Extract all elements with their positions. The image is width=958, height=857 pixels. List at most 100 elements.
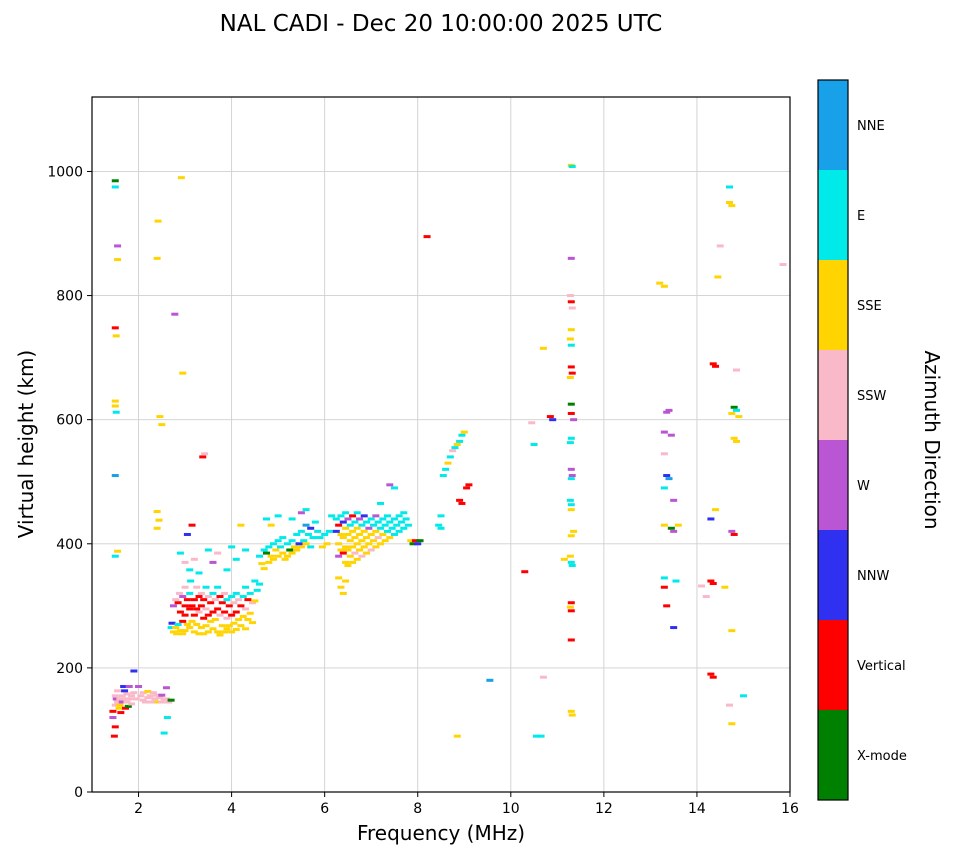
data-point bbox=[283, 554, 291, 558]
data-point bbox=[714, 275, 722, 279]
data-point bbox=[235, 617, 243, 621]
data-point bbox=[439, 474, 447, 478]
data-point bbox=[225, 604, 233, 608]
data-point bbox=[335, 542, 343, 546]
data-point bbox=[566, 498, 574, 502]
data-point bbox=[290, 545, 298, 549]
data-point bbox=[111, 404, 119, 408]
data-point bbox=[232, 557, 240, 561]
data-point bbox=[381, 539, 389, 543]
data-point bbox=[707, 672, 715, 676]
data-point bbox=[309, 536, 317, 540]
data-point bbox=[204, 548, 212, 552]
data-point bbox=[568, 713, 576, 717]
data-point bbox=[726, 703, 734, 707]
data-point bbox=[246, 591, 254, 595]
data-point bbox=[344, 548, 352, 552]
data-point bbox=[342, 526, 350, 530]
data-point bbox=[286, 548, 294, 552]
data-point bbox=[122, 706, 130, 710]
data-point bbox=[442, 467, 450, 471]
colorbar-segment-ssw bbox=[818, 350, 848, 440]
data-point bbox=[567, 343, 575, 347]
data-point bbox=[256, 582, 264, 586]
data-point bbox=[207, 601, 215, 605]
data-point bbox=[186, 607, 194, 611]
data-point bbox=[167, 626, 175, 630]
data-point bbox=[156, 415, 164, 419]
data-point bbox=[118, 700, 126, 704]
data-point bbox=[365, 526, 373, 530]
data-point bbox=[567, 709, 575, 713]
data-point bbox=[732, 368, 740, 372]
data-point bbox=[114, 244, 122, 248]
colorbar-tick-label: SSE bbox=[857, 299, 882, 314]
data-point bbox=[414, 542, 422, 546]
data-point bbox=[568, 564, 576, 568]
data-point bbox=[351, 536, 359, 540]
data-point bbox=[195, 595, 203, 599]
data-point bbox=[172, 598, 180, 602]
data-point bbox=[242, 607, 250, 611]
data-point bbox=[660, 585, 668, 589]
data-point bbox=[179, 632, 187, 636]
x-axis-label: Frequency (MHz) bbox=[356, 821, 526, 845]
data-point bbox=[567, 638, 575, 642]
data-point bbox=[114, 689, 122, 693]
data-point bbox=[663, 474, 671, 478]
data-point bbox=[660, 284, 668, 288]
data-point bbox=[128, 694, 136, 698]
data-point bbox=[149, 691, 157, 695]
data-point bbox=[374, 536, 382, 540]
data-point bbox=[363, 520, 371, 524]
colorbar-segment-nnw bbox=[818, 530, 848, 620]
data-point bbox=[193, 622, 201, 626]
y-tick-label: 1000 bbox=[47, 164, 83, 180]
data-point bbox=[372, 514, 380, 518]
data-point bbox=[214, 630, 222, 634]
data-point bbox=[332, 517, 340, 521]
data-point bbox=[388, 526, 396, 530]
colorbar-tick-label: Vertical bbox=[857, 659, 906, 674]
data-point bbox=[121, 697, 129, 701]
data-point bbox=[216, 613, 224, 617]
data-point bbox=[111, 725, 119, 729]
colorbar-tick-label: NNW bbox=[857, 569, 889, 584]
data-point bbox=[411, 539, 419, 543]
data-point bbox=[363, 536, 371, 540]
data-point bbox=[423, 235, 431, 239]
data-point bbox=[402, 517, 410, 521]
data-point bbox=[393, 523, 401, 527]
data-point bbox=[453, 443, 461, 446]
data-point bbox=[360, 529, 368, 533]
data-point bbox=[386, 483, 394, 487]
data-point bbox=[449, 449, 457, 453]
x-tick-label: 2 bbox=[134, 801, 143, 817]
data-point bbox=[197, 604, 205, 608]
data-point bbox=[732, 408, 740, 412]
data-point bbox=[444, 461, 452, 465]
data-point bbox=[353, 511, 361, 515]
data-point bbox=[295, 542, 303, 546]
data-point bbox=[276, 545, 284, 549]
data-point bbox=[244, 617, 252, 621]
colorbar-tick-label: W bbox=[857, 479, 870, 494]
data-point bbox=[214, 551, 222, 555]
data-point bbox=[244, 598, 252, 602]
data-point bbox=[209, 627, 217, 631]
data-point bbox=[567, 402, 575, 406]
data-point bbox=[730, 405, 738, 409]
data-point bbox=[135, 685, 143, 689]
data-point bbox=[566, 605, 574, 609]
data-point bbox=[539, 675, 547, 679]
data-point bbox=[370, 523, 378, 527]
colorbar-segment-w bbox=[818, 440, 848, 530]
data-point bbox=[146, 694, 154, 698]
data-point bbox=[567, 436, 575, 440]
data-point bbox=[179, 371, 187, 375]
data-point bbox=[728, 529, 736, 533]
data-point bbox=[451, 446, 459, 450]
data-point bbox=[365, 542, 373, 546]
data-point bbox=[186, 568, 194, 572]
data-point bbox=[211, 617, 219, 621]
